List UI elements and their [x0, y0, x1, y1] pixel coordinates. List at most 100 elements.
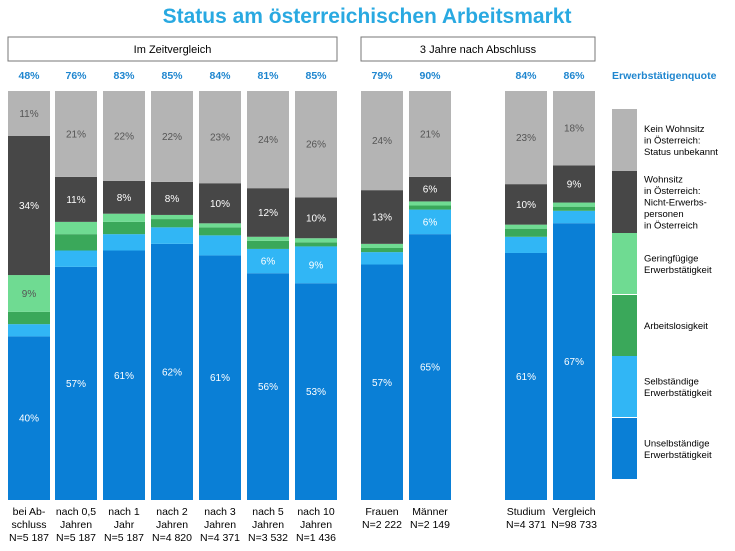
bar-segment: [199, 223, 241, 228]
bar-segment: [8, 336, 50, 500]
category-label: nach 0,5: [56, 506, 96, 518]
bar-segment: [103, 221, 145, 235]
segment-label: 24%: [372, 136, 392, 147]
legend-label: Selbständige: [644, 376, 699, 387]
category-label: N=5 187: [9, 532, 49, 544]
bar-segment: [409, 209, 451, 235]
group-header-label: Im Zeitvergleich: [134, 44, 212, 56]
segment-label: 61%: [114, 371, 134, 382]
bar-segment: [553, 91, 595, 166]
bar-segment: [505, 224, 547, 229]
bar-segment: [505, 91, 547, 185]
segment-label: 22%: [162, 132, 182, 143]
segment-label: 11%: [19, 109, 38, 120]
bar-segment: [247, 188, 289, 237]
category-label: nach 3: [204, 506, 236, 518]
legend-swatch: [612, 356, 637, 417]
bar-segment: [55, 221, 97, 235]
bar-segment: [505, 252, 547, 500]
legend-label: Kein Wohnsitz: [644, 124, 705, 135]
bar-segment: [247, 248, 289, 274]
category-label: nach 10: [297, 506, 335, 518]
category-label: nach 1: [108, 506, 140, 518]
bar-segment: [8, 324, 50, 337]
segment-label: 8%: [117, 193, 132, 204]
segment-label: 6%: [423, 217, 438, 228]
bar-segment: [199, 235, 241, 256]
segment-label: 10%: [516, 200, 536, 211]
legend-label: in Österreich:: [644, 186, 701, 197]
chart-title: Status am österreichischen Arbeitsmarkt: [163, 5, 572, 28]
legend-swatch: [612, 418, 637, 479]
segment-label: 13%: [372, 213, 392, 224]
bar-segment: [8, 135, 50, 276]
segment-label: 61%: [516, 372, 536, 383]
bar-segment: [553, 210, 595, 224]
segment-label: 6%: [423, 185, 438, 196]
segment-label: 57%: [372, 378, 392, 389]
bar-segment: [247, 91, 289, 189]
bar-segment: [553, 165, 595, 203]
bar-segment: [55, 91, 97, 177]
quote-value: 48%: [18, 70, 40, 82]
legend-label: Wohnsitz: [644, 175, 683, 186]
legend-label: personen: [644, 209, 684, 220]
legend-label: Geringfügige: [644, 253, 698, 264]
bar-segment: [361, 264, 403, 500]
bar-segment: [199, 227, 241, 236]
category-label: Jahren: [156, 519, 188, 531]
bar-segment: [55, 250, 97, 267]
segment-label: 53%: [306, 387, 326, 398]
segment-label: 57%: [66, 379, 86, 390]
category-label: N=3 532: [248, 532, 288, 544]
segment-label: 67%: [564, 357, 584, 368]
category-label: Männer: [412, 506, 448, 518]
bar-segment: [361, 243, 403, 248]
category-label: N=4 371: [506, 519, 546, 531]
quote-value: 85%: [161, 70, 183, 82]
bar-segment: [151, 243, 193, 500]
bar-segment: [8, 91, 50, 136]
bar-segment: [409, 205, 451, 210]
segment-label: 62%: [162, 367, 182, 378]
bar-segment: [151, 219, 193, 228]
segment-label: 9%: [309, 260, 324, 271]
segment-label: 10%: [210, 199, 230, 210]
quote-value: 90%: [419, 70, 441, 82]
segment-label: 34%: [19, 201, 39, 212]
segment-label: 21%: [420, 129, 440, 140]
category-label: N=5 187: [104, 532, 144, 544]
segment-label: 18%: [564, 124, 584, 135]
category-label: N=1 436: [296, 532, 336, 544]
bar-segment: [361, 190, 403, 244]
category-label: schluss: [11, 519, 46, 531]
category-label: Frauen: [365, 506, 398, 518]
legend-swatch: [612, 109, 637, 171]
bar-segment: [151, 214, 193, 220]
category-label: N=4 820: [152, 532, 192, 544]
category-label: N=4 371: [200, 532, 240, 544]
bar-segment: [553, 206, 595, 211]
bar-segment: [295, 246, 337, 284]
legend-label: Erwerbstätigkeit: [644, 450, 712, 461]
legend-label: Erwerbstätigkeit: [644, 265, 712, 276]
category-label: bei Ab-: [13, 506, 46, 518]
bar-segment: [8, 311, 50, 325]
segment-label: 9%: [567, 179, 582, 190]
bar-segment: [295, 197, 337, 239]
bar-segment: [103, 234, 145, 251]
category-label: nach 2: [156, 506, 188, 518]
segment-label: 56%: [258, 382, 278, 393]
segment-label: 65%: [420, 363, 440, 374]
group-header-label: 3 Jahre nach Abschluss: [420, 44, 537, 56]
bar-segment: [199, 91, 241, 184]
bar-segment: [295, 283, 337, 500]
quote-value: 85%: [305, 70, 327, 82]
legend-label: in Österreich: [644, 221, 698, 232]
segment-label: 9%: [22, 289, 37, 300]
segment-label: 23%: [210, 133, 230, 144]
bar-segment: [247, 273, 289, 500]
bar-segment: [151, 91, 193, 182]
segment-label: 8%: [165, 194, 180, 205]
